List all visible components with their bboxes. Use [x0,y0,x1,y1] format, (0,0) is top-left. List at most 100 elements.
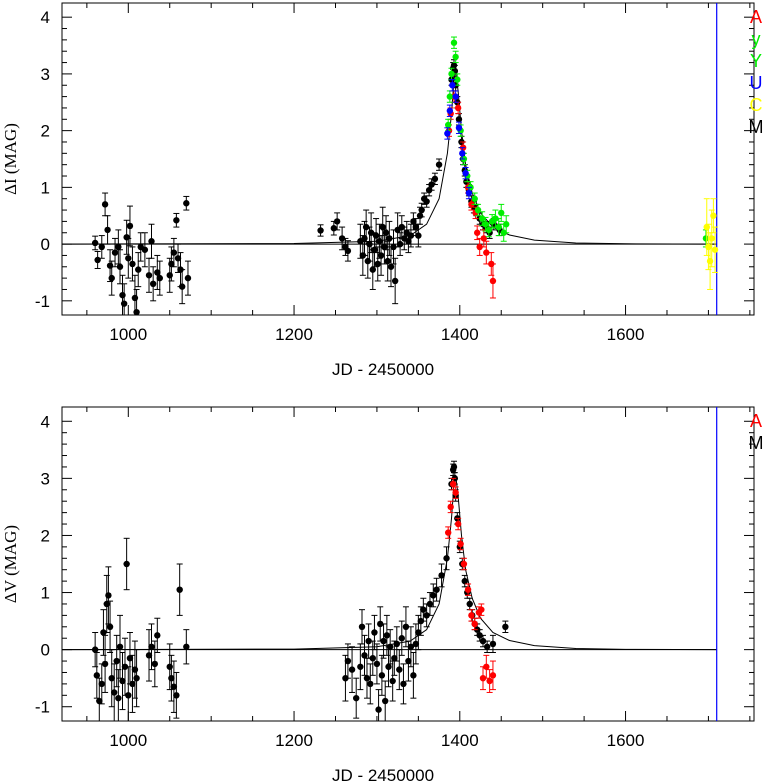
panel1-point-y [702,235,710,242]
panel2-point-M [426,600,434,608]
panel1-xtick-label: 1400 [441,325,479,344]
panel2-point-M [166,663,173,670]
panel2-point-M [438,572,445,579]
panel1-series-C [703,198,719,290]
panel2-point-M [131,666,139,673]
panel2-point-A [449,480,457,488]
panel2-point-M [115,694,122,702]
panel1-point-y [478,215,486,222]
panel1-point-M [120,300,128,307]
panel2-point-M [105,592,112,599]
panel1-point-y [446,93,454,100]
panel1-point-M [367,229,375,236]
panel2-point-M [93,672,101,679]
panel2-point-M [407,643,415,650]
panel1-point-M [123,234,130,241]
panel1-point-y [444,121,452,129]
panel2-xtick-label: 1600 [607,731,645,750]
panel1-point-M [407,232,415,239]
panel2-point-M [489,640,497,648]
panel2-point-A [457,540,464,548]
panel1-point-U [455,124,463,131]
panel1-point-M [149,280,157,287]
panel1-point-M [168,260,175,268]
panel2-point-M [502,623,509,630]
panel1-point-M [374,260,381,268]
panel2-point-M [433,586,440,593]
panel2-point-M [348,666,356,673]
panel1-point-M [384,257,391,265]
panel2-point-M [380,637,387,645]
panel1-point-M [133,308,140,315]
panel2-point-M [133,674,140,682]
panel2-point-A [483,663,490,670]
panel1-point-C [708,235,715,242]
panel2-point-M [383,632,391,639]
panel2-point-A [478,606,485,613]
panel1-point-C [711,246,719,253]
panel2-point-M [91,646,99,653]
panel1-point-M [428,181,435,188]
panel1-point-M [344,247,352,255]
panel2-point-M [398,635,405,642]
panel1-point-M [410,218,417,225]
panel1-point-M [183,200,190,207]
panel1-xlabel: JD - 2450000 [332,360,434,379]
panel2-point-M [393,640,401,648]
panel1-xtick-label: 1000 [109,325,147,344]
panel1-ytick-label: 1 [41,178,50,197]
panel2-point-M [415,629,422,636]
panel1-point-M [330,225,338,232]
panel1-legend-Y: Y [750,51,762,71]
panel1-point-U [452,93,459,100]
panel2-frame [61,406,755,722]
panel2-point-M [103,600,110,608]
panel1-point-M [412,223,420,231]
panel1-point-M [131,294,139,302]
panel2-point-M [108,674,115,682]
panel1-point-y [495,223,502,231]
panel1-point-A [476,243,483,251]
panel2-point-M [113,657,120,665]
panel2-point-M [420,606,427,613]
panel2-ytick-label: -1 [35,698,50,717]
panel1-point-y [498,209,505,217]
panel1-point-M [125,255,132,262]
panel2-point-M [483,643,491,650]
panel1-point-M [154,269,161,276]
panel1-legend-M: M [749,117,764,137]
panel1-point-M [145,272,153,279]
panel1-point-M [108,274,115,282]
panel2-ytick-label: 1 [41,584,50,603]
panel1-point-M [317,227,324,234]
panel1-point-M [333,218,341,225]
panel1-point-M [372,232,380,239]
panel1-point-M [396,240,404,248]
panel1-legend-C: C [750,95,763,115]
panel1-point-M [174,255,182,262]
panel2-point-M [96,697,103,705]
panel2-point-M [125,692,132,699]
panel1-group: 1000 1200 1400 1600 -1 0 1 2 3 4 JD - 2450000 ΔI (M… [1,2,764,379]
panel1-point-M [366,240,373,248]
panel2-point-A [471,620,478,628]
panel1-point-M [377,252,385,259]
panel1-point-M [104,226,111,234]
panel2-point-M [361,652,368,659]
panel1-point-M [166,272,173,279]
panel1-point-M [170,249,178,256]
panel2-point-M [129,680,136,688]
panel2-point-A [464,586,472,593]
panel2-point-A [468,612,475,619]
panel1-point-M [156,274,163,282]
panel1-point-M [379,223,386,231]
panel2-series-A [444,477,497,693]
panel2-point-M [461,577,468,585]
panel2-point-M [154,632,161,639]
panel2-point-M [151,660,159,668]
panel2-ytick-label: 4 [41,412,50,431]
panel2-ytick-label: 0 [41,641,50,660]
panel2-point-M [410,672,417,679]
panel1-point-A [454,104,462,112]
